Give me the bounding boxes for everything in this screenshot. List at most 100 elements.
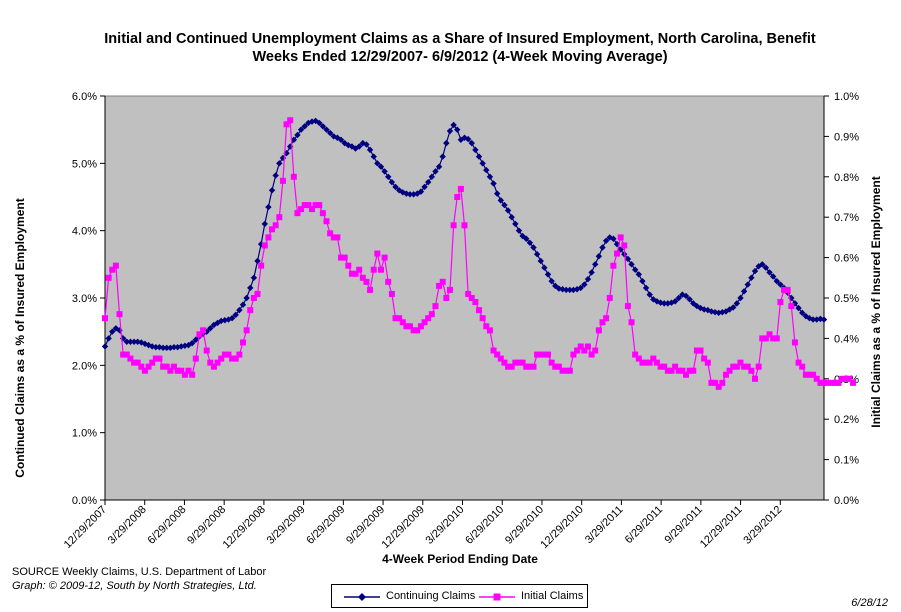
x-tick-label: 12/29/2010 xyxy=(538,504,585,551)
data-point-initial xyxy=(131,359,138,366)
data-point-continuing xyxy=(599,244,606,251)
data-point-initial xyxy=(741,363,748,370)
data-point-continuing xyxy=(537,257,544,265)
data-point-initial xyxy=(755,363,762,370)
y-right-tick-label: 0.2% xyxy=(834,414,859,426)
data-point-continuing xyxy=(548,277,555,285)
data-point-initial xyxy=(839,375,846,382)
data-point-initial xyxy=(457,185,464,192)
data-point-initial xyxy=(392,315,399,322)
data-point-continuing xyxy=(820,316,828,323)
y-right-tick-label: 0.5% xyxy=(834,293,859,305)
data-point-initial xyxy=(679,367,686,374)
data-point-initial xyxy=(566,367,573,374)
data-point-initial xyxy=(541,351,548,358)
x-tick-label: 6/29/2011 xyxy=(623,504,666,547)
y-left-tick-label: 1.0% xyxy=(72,428,97,440)
data-point-continuing xyxy=(290,136,298,143)
data-point-continuing xyxy=(559,286,566,293)
data-point-initial xyxy=(279,177,286,184)
data-point-continuing xyxy=(130,338,138,345)
data-point-continuing xyxy=(737,294,744,302)
data-point-continuing xyxy=(432,168,439,175)
x-tick-label: 12/29/2007 xyxy=(62,504,109,551)
x-tick-label: 12/29/2009 xyxy=(379,504,426,551)
data-point-initial xyxy=(821,379,827,386)
data-point-continuing xyxy=(286,143,294,150)
data-point-initial xyxy=(759,335,766,342)
data-point-continuing xyxy=(646,291,653,298)
data-point-initial xyxy=(461,222,468,229)
data-point-initial xyxy=(134,359,141,366)
data-point-continuing xyxy=(272,172,279,179)
data-point-continuing xyxy=(377,163,385,170)
x-axis-title: 4-Week Period Ending Date xyxy=(382,552,538,566)
data-point-initial xyxy=(334,234,341,241)
data-point-initial xyxy=(693,347,700,354)
data-point-initial xyxy=(428,311,435,318)
data-point-initial xyxy=(348,270,355,277)
data-point-initial xyxy=(497,355,504,362)
data-point-initial xyxy=(788,303,795,310)
data-point-initial xyxy=(668,367,675,374)
data-point-initial xyxy=(704,359,711,366)
data-point-initial xyxy=(454,194,461,200)
y-right-tick-label: 0.0% xyxy=(834,495,859,507)
data-point-continuing xyxy=(326,129,334,137)
data-point-initial xyxy=(450,222,457,229)
data-point-continuing xyxy=(123,338,130,345)
data-point-initial xyxy=(555,363,562,370)
data-point-initial xyxy=(425,315,432,322)
data-point-initial xyxy=(632,351,639,358)
data-point-initial xyxy=(374,250,381,257)
data-point-continuing xyxy=(127,338,134,345)
data-point-initial xyxy=(200,327,207,334)
data-point-initial xyxy=(664,367,671,374)
data-point-initial xyxy=(584,343,591,350)
data-point-continuing xyxy=(733,300,741,307)
data-point-initial xyxy=(752,375,759,382)
data-point-initial xyxy=(795,359,802,366)
data-point-continuing xyxy=(294,131,301,139)
data-point-initial xyxy=(828,379,835,386)
data-point-initial xyxy=(276,214,283,221)
data-point-initial xyxy=(265,234,272,241)
data-point-continuing xyxy=(769,273,777,280)
y-left-tick-label: 2.0% xyxy=(72,360,97,372)
data-point-continuing xyxy=(323,126,330,133)
data-point-initial xyxy=(661,363,668,370)
legend-label-initial: Initial Claims xyxy=(521,590,584,602)
y-right-tick-label: 0.7% xyxy=(834,212,859,224)
data-point-initial xyxy=(810,371,817,378)
data-point-initial xyxy=(385,278,392,285)
data-point-continuing xyxy=(606,234,613,241)
data-point-initial xyxy=(534,351,541,358)
data-point-continuing xyxy=(697,304,704,312)
data-point-continuing xyxy=(185,341,192,349)
x-tick-label: 12/29/2008 xyxy=(221,504,268,551)
y-right-tick-label: 1.0% xyxy=(834,91,859,103)
data-point-continuing xyxy=(493,190,501,197)
data-point-initial xyxy=(261,242,268,249)
data-point-continuing xyxy=(639,277,646,285)
legend-diamond-marker xyxy=(344,593,380,601)
data-point-initial xyxy=(363,278,370,285)
data-point-initial xyxy=(537,351,544,358)
data-point-continuing xyxy=(490,180,497,187)
data-point-continuing xyxy=(374,160,381,167)
data-point-continuing xyxy=(297,126,305,133)
data-point-continuing xyxy=(109,328,116,335)
y-left-tick-label: 4.0% xyxy=(72,226,97,238)
data-point-continuing xyxy=(341,139,348,147)
data-point-continuing xyxy=(395,187,403,194)
data-point-initial xyxy=(123,351,130,358)
data-point-continuing xyxy=(497,197,505,204)
data-point-initial xyxy=(574,347,581,354)
data-point-continuing xyxy=(472,146,479,154)
data-point-continuing xyxy=(159,344,167,352)
data-point-continuing xyxy=(417,188,425,195)
data-point-initial xyxy=(530,363,537,370)
data-point-continuing xyxy=(788,294,795,302)
data-point-continuing xyxy=(809,316,817,323)
data-point-initial xyxy=(817,379,824,386)
